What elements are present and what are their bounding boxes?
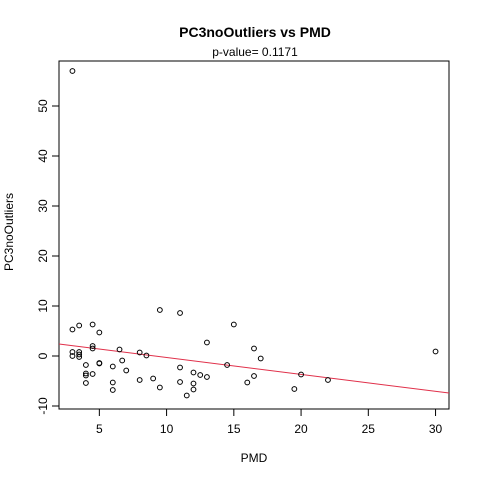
plot-area: 5 10 15 20 25 30 -10 0 10 20 30 40 50: [36, 60, 450, 436]
data-point: [190, 386, 197, 393]
data-point: [82, 362, 89, 368]
data-point: [82, 380, 89, 386]
data-point: [96, 360, 103, 367]
data-point: [325, 377, 331, 383]
data-point: [89, 343, 96, 349]
data-point: [251, 373, 257, 379]
x-tick-label: 5: [96, 422, 103, 436]
data-point: [76, 351, 83, 358]
y-tick-label: 0: [36, 352, 50, 359]
data-point: [116, 346, 123, 353]
y-axis-label: PC3noOutliers: [2, 193, 16, 271]
data-point: [156, 384, 163, 391]
data-point: [109, 387, 116, 393]
data-point: [76, 322, 83, 329]
data-point: [190, 369, 197, 376]
data-point: [136, 349, 143, 356]
x-tick-label: 30: [429, 422, 443, 436]
data-point: [291, 386, 298, 392]
data-point: [298, 371, 304, 378]
data-point: [251, 345, 257, 352]
data-point: [69, 326, 76, 333]
x-tick-label: 25: [362, 422, 376, 436]
data-point: [204, 374, 210, 380]
y-tick-label: 30: [36, 199, 50, 213]
data-point: [183, 392, 190, 399]
data-point: [96, 329, 103, 336]
data-point: [197, 372, 204, 378]
y-tick-label: -10: [36, 397, 50, 415]
data-point: [119, 357, 126, 364]
data-point: [156, 307, 163, 313]
data-point: [123, 367, 130, 374]
data-point: [230, 321, 237, 328]
data-point: [69, 349, 76, 355]
data-point: [109, 363, 116, 370]
y-tick-label: 20: [36, 249, 50, 263]
data-point: [143, 352, 150, 359]
x-tick-label: 20: [294, 422, 308, 436]
x-tick-label: 15: [227, 422, 241, 436]
data-point: [69, 68, 76, 74]
data-point: [109, 379, 116, 386]
data-point: [177, 364, 183, 371]
y-tick-label: 50: [36, 99, 50, 113]
data-point: [82, 370, 89, 377]
regression-line: [58, 343, 450, 394]
data-point: [244, 379, 251, 386]
data-point: [204, 339, 210, 346]
x-axis-label: PMD: [241, 451, 268, 465]
data-point: [177, 310, 183, 316]
data-point: [89, 371, 96, 377]
data-point: [257, 355, 264, 362]
chart-title: PC3noOutliers vs PMD: [179, 24, 331, 40]
data-point: [89, 321, 96, 328]
plot-frame: [58, 60, 450, 410]
y-tick-label: 10: [36, 299, 50, 313]
data-point: [136, 377, 143, 383]
data-point: [82, 372, 89, 379]
data-point: [224, 362, 231, 368]
x-tick-label: 10: [160, 422, 174, 436]
chart-subtitle: p-value= 0.1171: [212, 45, 298, 59]
y-tick-label: 40: [36, 149, 50, 163]
data-point: [177, 379, 183, 385]
data-point: [190, 380, 197, 387]
data-point: [69, 353, 76, 359]
data-point: [76, 354, 83, 360]
data-point: [432, 348, 439, 355]
data-point: [150, 375, 157, 382]
data-point: [89, 345, 96, 352]
